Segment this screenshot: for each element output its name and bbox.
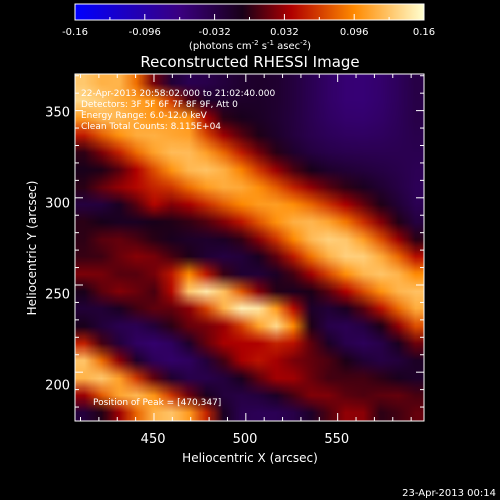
x-tick-label: 450 [141, 432, 166, 447]
peak-position-label: Position of Peak = [470,347] [93, 398, 221, 408]
colorbar-unit-label: (photons cm-2 s-1 asec-2) [189, 39, 311, 52]
x-tick-label: 500 [233, 432, 258, 447]
colorbar-ticks [74, 14, 425, 20]
colorbar [75, 4, 424, 20]
y-tick-label: 300 [45, 196, 70, 211]
colorbar-tick-label: 0.16 [413, 27, 435, 38]
x-axis-label: Heliocentric X (arcsec) [182, 451, 318, 465]
x-tick-label: 550 [324, 432, 349, 447]
annotation-detectors: Detectors: 3F 5F 6F 7F 8F 9F, Att 0 [81, 100, 238, 110]
heatmap-image [75, 74, 424, 421]
colorbar-tick-label: -0.032 [198, 27, 230, 38]
colorbar-tick-label: 0.032 [270, 27, 299, 38]
plot-frame [74, 73, 425, 422]
y-tick-label: 200 [45, 379, 70, 394]
chart-title: Reconstructed RHESSI Image [140, 53, 359, 71]
annotation-block: 22-Apr-2013 20:58:02.000 to 21:02:40.000… [81, 89, 275, 132]
colorbar-tick-label: -0.16 [62, 27, 88, 38]
colorbar-tick-label: -0.096 [129, 27, 161, 38]
annotation-counts: Clean Total Counts: 8.115E+04 [81, 122, 221, 132]
annotation-time-range: 22-Apr-2013 20:58:02.000 to 21:02:40.000 [81, 89, 275, 99]
colorbar-tick-label: 0.096 [340, 27, 369, 38]
axis-ticks [75, 74, 424, 421]
annotation-energy-range: Energy Range: 6.0-12.0 keV [81, 111, 208, 121]
y-tick-label: 350 [45, 105, 70, 120]
y-axis-label: Heliocentric Y (arcsec) [25, 181, 39, 316]
footer-timestamp: 23-Apr-2013 00:14 [402, 488, 496, 499]
y-tick-label: 250 [45, 287, 70, 302]
